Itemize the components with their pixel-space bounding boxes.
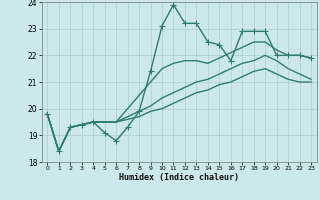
- X-axis label: Humidex (Indice chaleur): Humidex (Indice chaleur): [119, 173, 239, 182]
